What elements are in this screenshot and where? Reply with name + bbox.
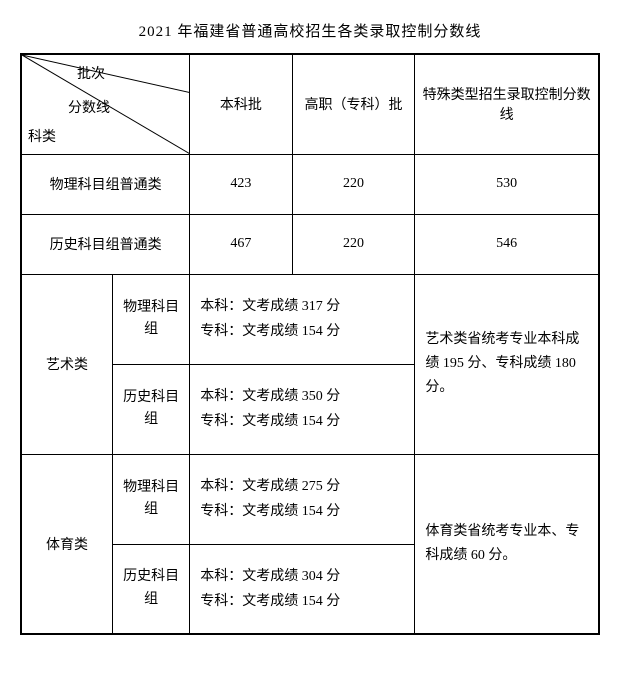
art-category-label: 艺术类 [21, 274, 112, 454]
physics-regular-gaozhi: 220 [292, 154, 415, 214]
art-history-group-label: 历史科目组 [112, 364, 189, 454]
art-physics-zhuanke: 专科：文考成绩 154 分 [200, 319, 408, 344]
table-row: 艺术类 物理科目组 本科：文考成绩 317 分 专科：文考成绩 154 分 艺术… [21, 274, 599, 364]
history-regular-benke: 467 [190, 214, 292, 274]
sports-history-benke: 本科：文考成绩 304 分 [200, 564, 408, 589]
sports-history-scores: 本科：文考成绩 304 分 专科：文考成绩 154 分 [190, 544, 415, 634]
table-row: 体育类 物理科目组 本科：文考成绩 275 分 专科：文考成绩 154 分 体育… [21, 454, 599, 544]
sports-special-note: 体育类省统考专业本、专科成绩 60 分。 [415, 454, 599, 634]
sports-physics-benke: 本科：文考成绩 275 分 [200, 474, 408, 499]
history-regular-label: 历史科目组普通类 [21, 214, 190, 274]
history-regular-special: 546 [415, 214, 599, 274]
document-container: 2021 年福建省普通高校招生各类录取控制分数线 批次 分数线 科类 本科批 高… [20, 20, 600, 635]
physics-regular-benke: 423 [190, 154, 292, 214]
sports-history-zhuanke: 专科：文考成绩 154 分 [200, 589, 408, 614]
art-physics-benke: 本科：文考成绩 317 分 [200, 294, 408, 319]
art-physics-group-label: 物理科目组 [112, 274, 189, 364]
history-regular-gaozhi: 220 [292, 214, 415, 274]
art-physics-scores: 本科：文考成绩 317 分 专科：文考成绩 154 分 [190, 274, 415, 364]
header-col-gaozhi: 高职（专科）批 [292, 54, 415, 154]
physics-regular-label: 物理科目组普通类 [21, 154, 190, 214]
table-row: 历史科目组普通类 467 220 546 [21, 214, 599, 274]
header-col-special: 特殊类型招生录取控制分数线 [415, 54, 599, 154]
table-header-row: 批次 分数线 科类 本科批 高职（专科）批 特殊类型招生录取控制分数线 [21, 54, 599, 154]
sports-history-group-label: 历史科目组 [112, 544, 189, 634]
header-subject-label: 科类 [28, 126, 56, 146]
header-scoreline-label: 分数线 [68, 97, 110, 117]
art-history-benke: 本科：文考成绩 350 分 [200, 384, 408, 409]
score-table: 批次 分数线 科类 本科批 高职（专科）批 特殊类型招生录取控制分数线 物理科目… [20, 53, 600, 635]
art-history-zhuanke: 专科：文考成绩 154 分 [200, 409, 408, 434]
table-row: 物理科目组普通类 423 220 530 [21, 154, 599, 214]
physics-regular-special: 530 [415, 154, 599, 214]
art-history-scores: 本科：文考成绩 350 分 专科：文考成绩 154 分 [190, 364, 415, 454]
sports-physics-zhuanke: 专科：文考成绩 154 分 [200, 499, 408, 524]
header-batch-label: 批次 [77, 63, 105, 83]
header-col-benke: 本科批 [190, 54, 292, 154]
sports-physics-group-label: 物理科目组 [112, 454, 189, 544]
sports-physics-scores: 本科：文考成绩 275 分 专科：文考成绩 154 分 [190, 454, 415, 544]
art-special-note: 艺术类省统考专业本科成绩 195 分、专科成绩 180 分。 [415, 274, 599, 454]
sports-category-label: 体育类 [21, 454, 112, 634]
page-title: 2021 年福建省普通高校招生各类录取控制分数线 [20, 20, 600, 41]
diagonal-header-cell: 批次 分数线 科类 [21, 54, 190, 154]
